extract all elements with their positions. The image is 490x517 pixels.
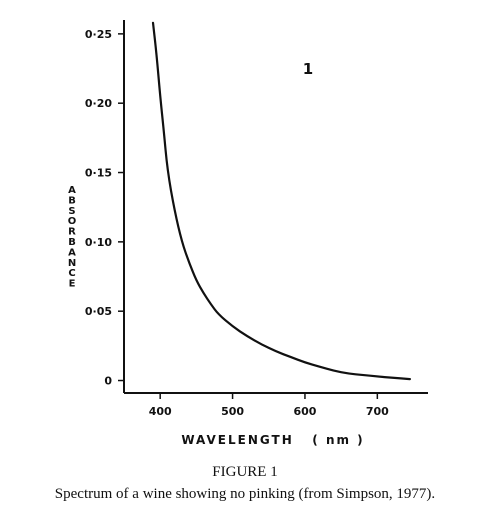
series-group: 1 xyxy=(151,21,411,381)
y-axis-label-letter: N xyxy=(68,258,76,269)
y-tick-label: 0·20 xyxy=(85,97,112,110)
series-label: 1 xyxy=(303,60,313,78)
y-tick-label: 0·05 xyxy=(85,305,112,318)
x-tick-label: 700 xyxy=(366,405,389,418)
series-line xyxy=(151,21,411,381)
chart-axes xyxy=(123,20,428,394)
y-axis-label-letter: O xyxy=(68,216,77,227)
y-axis-label-letter: C xyxy=(68,268,75,279)
figure-title: FIGURE 1 xyxy=(212,464,278,480)
y-tick-label: 0 xyxy=(104,375,112,388)
y-axis-label-letter: A xyxy=(68,185,76,196)
absorbance-chart: 00·050·100·150·200·25 400 500 600 700 ABSOR… xyxy=(68,20,428,447)
x-tick-label: 400 xyxy=(149,405,172,418)
y-axis-label-letter: B xyxy=(68,237,76,248)
y-ticks: 0 0·05 0·10 0·15 0·20 0·25 xyxy=(85,28,124,388)
figure-caption: Spectrum of a wine showing no pinking (f… xyxy=(54,486,436,502)
x-axis-label: WAVELENGTH ( nm ) xyxy=(181,433,364,447)
x-tick-label: 500 xyxy=(221,405,244,418)
x-ticks: 400 500 600 700 xyxy=(149,393,389,418)
y-tick-label: 0·10 xyxy=(85,236,112,249)
y-axis-label-letter: A xyxy=(68,247,76,258)
y-axis-label-letter: E xyxy=(69,279,76,290)
y-axis-label-letter: R xyxy=(68,227,76,238)
y-axis-label-letter: B xyxy=(68,195,76,206)
y-tick-label: 0·25 xyxy=(85,28,112,41)
y-tick-label: 0·15 xyxy=(85,167,112,180)
y-axis-label-letter: S xyxy=(68,206,75,217)
x-tick-label: 600 xyxy=(293,405,316,418)
